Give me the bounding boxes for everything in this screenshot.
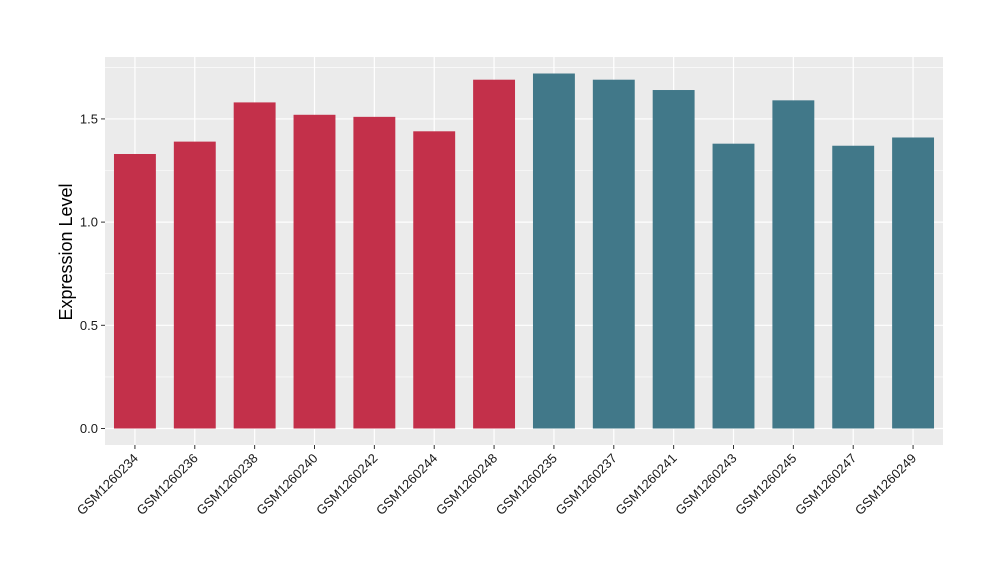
x-tick-label: GSM1260245 [732,451,799,518]
y-tick-label: 1.0 [80,215,98,230]
bar-GSM1260248 [473,79,516,429]
x-tick-label: GSM1260238 [193,451,260,518]
bar-GSM1260244 [413,131,456,429]
bar-GSM1260245 [772,100,815,429]
y-tick-label: 0.0 [80,421,98,436]
bar-GSM1260243 [712,143,755,429]
x-tick-label: GSM1260241 [612,451,679,518]
bar-GSM1260249 [892,137,935,429]
bar-GSM1260247 [832,145,875,429]
bar-GSM1260242 [353,116,396,429]
x-tick-label: GSM1260234 [74,451,141,518]
x-tick-label: GSM1260240 [253,451,320,518]
x-tick-label: GSM1260249 [852,451,919,518]
bar-GSM1260236 [173,141,216,429]
x-tick-label: GSM1260248 [433,451,500,518]
plot-panel [105,57,943,445]
x-tick-label: GSM1260236 [134,451,201,518]
x-tick-label: GSM1260242 [313,451,380,518]
bar-GSM1260240 [293,114,336,429]
y-axis-title: Expression Level [56,183,76,320]
bar-GSM1260234 [113,154,156,429]
x-axis-ticks: GSM1260234GSM1260236GSM1260238GSM1260240… [74,445,919,518]
y-axis-ticks: 0.0 0.5 1.0 1.5 [80,111,105,436]
x-tick-label: GSM1260235 [493,451,560,518]
x-tick-label: GSM1260243 [672,451,739,518]
y-tick-label: 1.5 [80,111,98,126]
bar-GSM1260238 [233,102,276,429]
x-tick-label: GSM1260237 [553,451,620,518]
y-tick-label: 0.5 [80,318,98,333]
x-tick-label: GSM1260247 [792,451,859,518]
x-tick-label: GSM1260244 [373,451,440,518]
bar-GSM1260241 [652,90,695,429]
bars [113,73,935,429]
bar-GSM1260237 [592,79,635,429]
bar-GSM1260235 [532,73,575,429]
